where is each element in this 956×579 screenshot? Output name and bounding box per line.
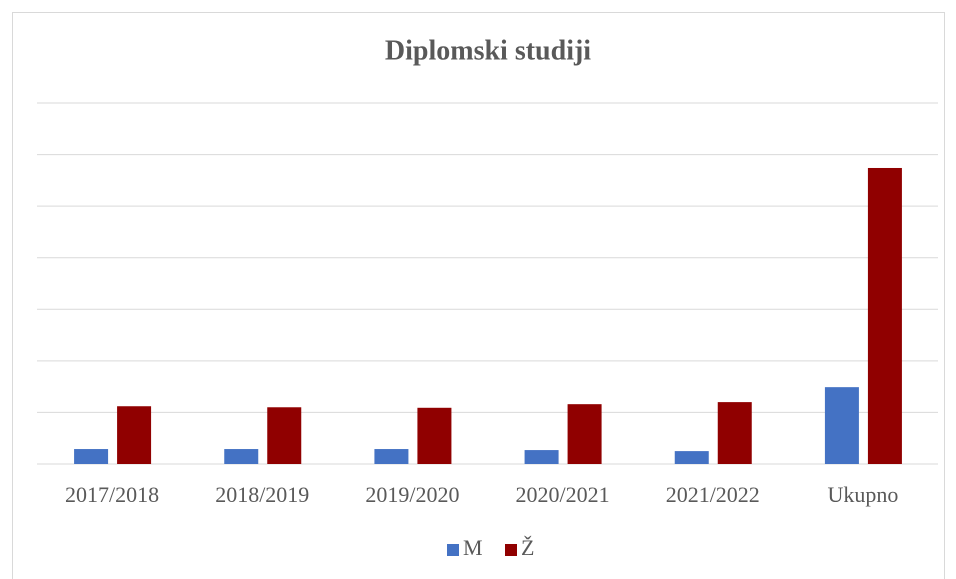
x-tick-label: 2017/2018 [65, 482, 159, 507]
x-tick-label: 2020/2021 [516, 482, 610, 507]
bar [374, 449, 409, 464]
bar [567, 404, 602, 464]
bar [524, 450, 559, 464]
x-tick-label: 2019/2020 [365, 482, 459, 507]
legend-label: Ž [521, 535, 534, 560]
bar [717, 402, 752, 464]
legend-label: M [463, 535, 483, 560]
x-tick-label: 2018/2019 [215, 482, 309, 507]
bar [417, 407, 452, 464]
bar [267, 407, 302, 464]
bar [224, 449, 259, 464]
legend-swatch [447, 544, 459, 556]
bar [674, 451, 709, 464]
chart-frame [12, 12, 945, 579]
bar [117, 406, 152, 464]
x-tick-label: 2021/2022 [666, 482, 760, 507]
chart-title: Diplomski studiji [385, 35, 591, 66]
bar [867, 167, 902, 465]
bar [74, 449, 109, 464]
x-tick-label: Ukupno [827, 482, 898, 507]
bar [824, 387, 859, 464]
legend-swatch [505, 544, 517, 556]
